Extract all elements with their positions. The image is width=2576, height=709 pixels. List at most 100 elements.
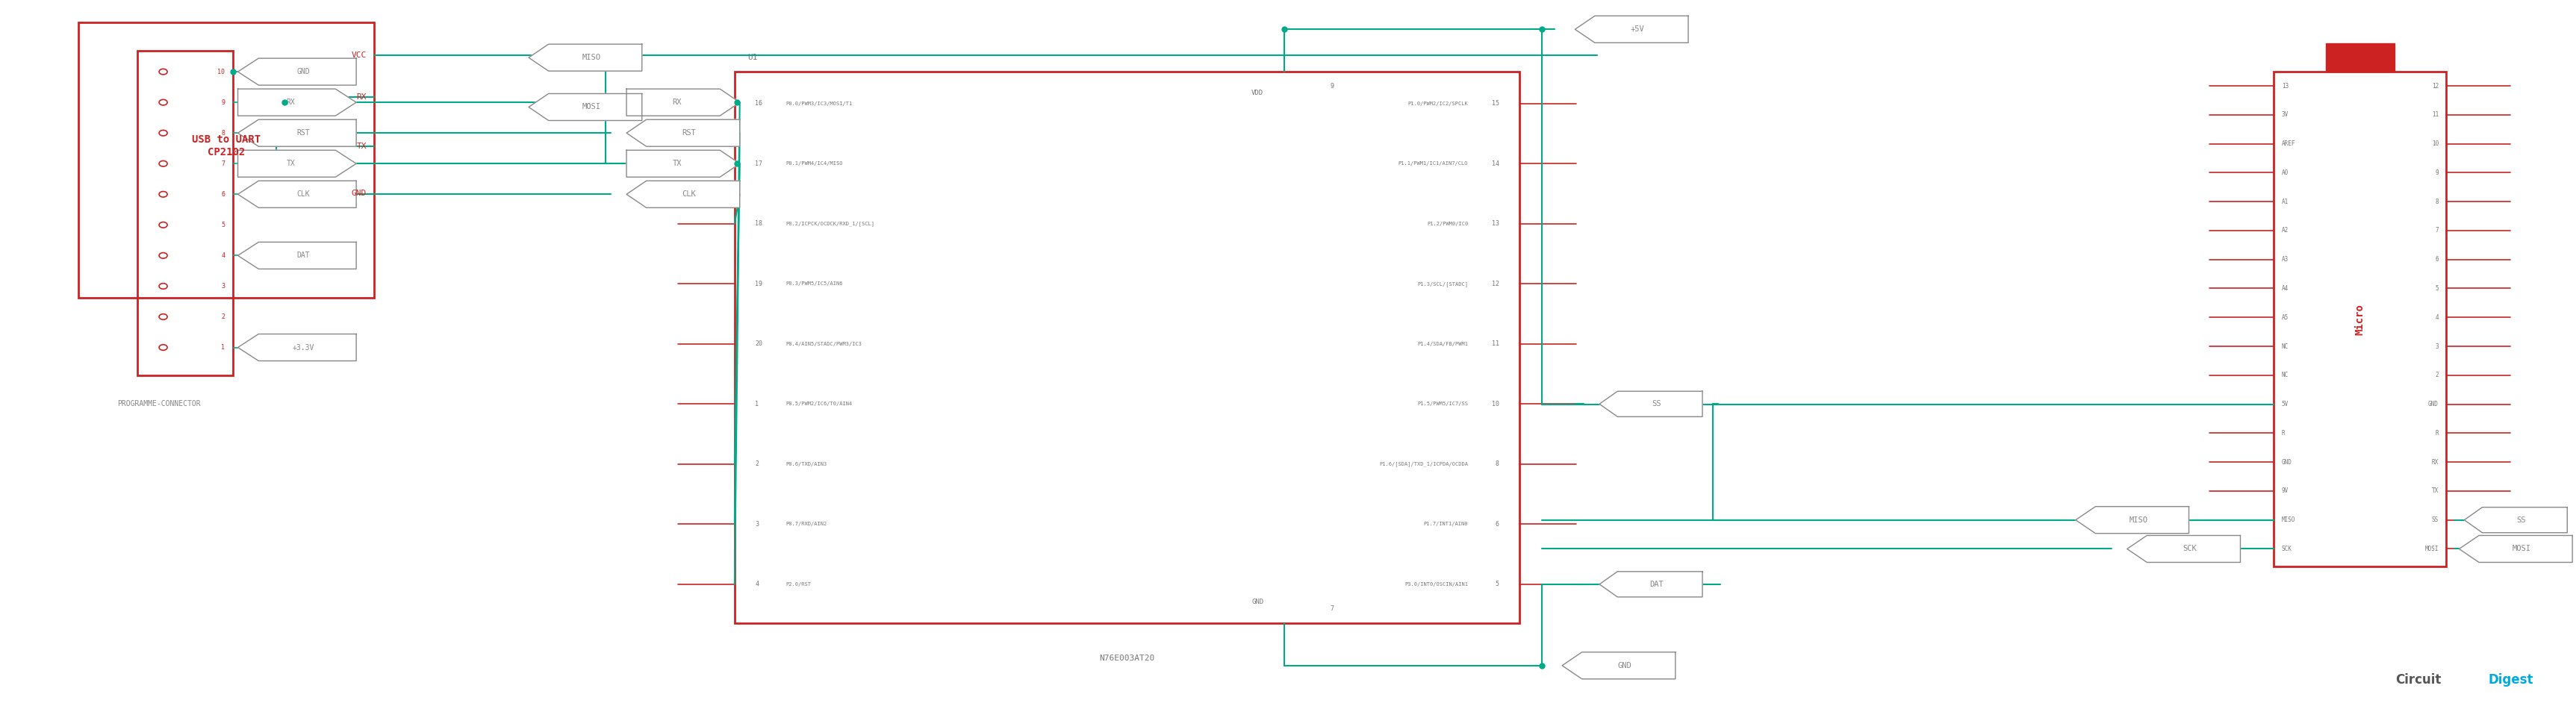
Text: 8: 8 [1494,461,1499,467]
Text: 7: 7 [2434,227,2439,234]
Polygon shape [237,89,355,116]
Text: P2.0/RST: P2.0/RST [786,582,811,586]
Polygon shape [237,120,355,147]
Bar [2275,72,2447,566]
Text: R: R [2282,430,2285,437]
Text: RX: RX [672,99,683,106]
Text: RST: RST [683,129,696,137]
Text: GND: GND [296,68,309,75]
Text: A2: A2 [2282,227,2287,234]
Ellipse shape [160,345,167,350]
Text: 20: 20 [755,340,762,347]
Ellipse shape [160,69,167,74]
Text: P1.3/SCL/[STADC]: P1.3/SCL/[STADC] [1417,281,1468,286]
Text: GND: GND [350,189,366,197]
Text: 3V: 3V [2282,111,2287,118]
Text: 7: 7 [222,160,224,167]
Text: 18: 18 [755,220,762,227]
Text: RX: RX [2432,459,2439,465]
Text: SCK: SCK [2182,545,2197,552]
Polygon shape [1574,16,1687,43]
Bar [734,72,1520,623]
Text: RX: RX [355,93,366,101]
Ellipse shape [160,191,167,197]
Polygon shape [2128,535,2241,562]
Text: 5V: 5V [2282,401,2287,408]
Text: P0.2/ICPCK/OCDCK/RXD_1/[SCL]: P0.2/ICPCK/OCDCK/RXD_1/[SCL] [786,221,876,226]
Text: MISO: MISO [2128,516,2148,524]
Text: TX: TX [2432,488,2439,494]
Polygon shape [237,181,355,208]
Text: MISO: MISO [582,54,600,61]
Text: 11: 11 [1492,340,1499,347]
Text: U1: U1 [747,54,757,61]
Polygon shape [626,120,739,147]
Polygon shape [626,150,739,177]
Ellipse shape [160,284,167,289]
Text: CLK: CLK [296,191,309,198]
Text: CLK: CLK [683,191,696,198]
Text: N76E003AT20: N76E003AT20 [1100,654,1154,662]
Polygon shape [2076,506,2190,533]
Text: MISO: MISO [2282,517,2295,523]
Text: P0.4/AIN5/STADC/PWM3/IC3: P0.4/AIN5/STADC/PWM3/IC3 [786,342,863,346]
Text: 3: 3 [2434,343,2439,350]
Text: P0.6/TXD/AIN3: P0.6/TXD/AIN3 [786,462,827,467]
Text: 19: 19 [755,281,762,287]
Text: P1.2/PWM0/IC0: P1.2/PWM0/IC0 [1427,221,1468,226]
Text: 3: 3 [755,521,760,527]
Text: TX: TX [355,143,366,150]
Text: 9V: 9V [2282,488,2287,494]
Text: A1: A1 [2282,199,2287,205]
Text: A3: A3 [2282,256,2287,263]
Text: RX: RX [286,99,296,106]
Polygon shape [1600,571,1703,597]
Polygon shape [626,89,739,116]
Text: 2: 2 [222,313,224,320]
Text: 3: 3 [222,283,224,289]
Text: 6: 6 [2434,256,2439,263]
Text: P3.0/INT0/OSCIN/AIN1: P3.0/INT0/OSCIN/AIN1 [1404,582,1468,586]
Text: 1: 1 [755,401,760,408]
Text: MOSI: MOSI [2424,545,2439,552]
Polygon shape [528,94,641,121]
Text: 7: 7 [1329,605,1334,613]
Text: NC: NC [2282,343,2287,350]
Text: 8: 8 [2434,199,2439,205]
Ellipse shape [160,130,167,136]
Bar [2326,43,2396,72]
Text: GND: GND [1252,598,1265,605]
Text: USB to UART
CP2102: USB to UART CP2102 [191,135,260,157]
Text: SCK: SCK [2282,545,2293,552]
Polygon shape [1561,652,1674,679]
Text: 17: 17 [755,160,762,167]
Text: 10: 10 [1492,401,1499,408]
Text: +5V: +5V [1631,26,1643,33]
Text: P1.1/PWM1/IC1/AIN7/CLO: P1.1/PWM1/IC1/AIN7/CLO [1399,162,1468,166]
Text: 9: 9 [2434,169,2439,176]
Text: NC: NC [2282,372,2287,379]
Text: 5: 5 [222,221,224,228]
Text: SS: SS [2517,516,2527,524]
Text: A4: A4 [2282,285,2287,292]
Text: SS: SS [1651,401,1662,408]
Text: 10: 10 [216,68,224,75]
Ellipse shape [160,314,167,320]
Text: 2: 2 [2434,372,2439,379]
Polygon shape [2460,535,2573,562]
Text: P1.4/SDA/FB/PWM1: P1.4/SDA/FB/PWM1 [1417,342,1468,346]
Bar [137,50,232,376]
Text: 12: 12 [2432,82,2439,89]
Polygon shape [237,150,355,177]
Text: TX: TX [286,160,296,167]
Ellipse shape [160,99,167,105]
Text: PROGRAMME-CONNECTOR: PROGRAMME-CONNECTOR [118,401,201,408]
Text: VCC: VCC [350,52,366,59]
Text: RST: RST [296,129,309,137]
Text: GND: GND [2429,401,2439,408]
Text: 5: 5 [2434,285,2439,292]
Text: 11: 11 [2432,111,2439,118]
Text: A5: A5 [2282,314,2287,320]
Text: R: R [2434,430,2439,437]
Text: 12: 12 [1492,281,1499,287]
